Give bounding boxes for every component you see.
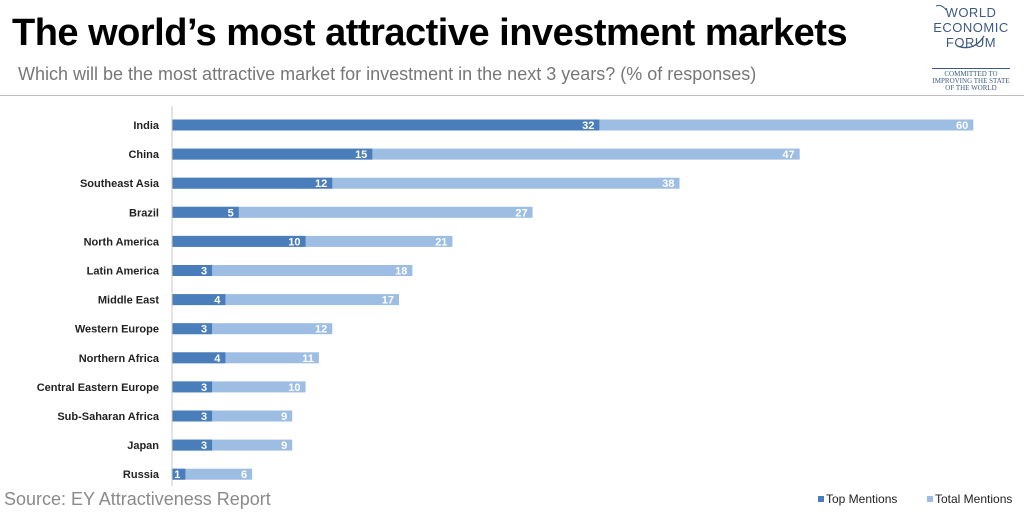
bar-total-mentions-sub-saharan-africa <box>172 410 293 422</box>
category-label-brazil: Brazil <box>129 207 159 219</box>
bar-top-mentions-japan <box>172 439 213 451</box>
data-label-top-mentions-china: 15 <box>355 149 367 161</box>
bar-top-mentions-middle-east <box>172 294 226 306</box>
bar-total-mentions-western-europe <box>172 323 333 335</box>
bar-top-mentions-sub-saharan-africa <box>172 410 213 422</box>
data-label-total-mentions-brazil: 27 <box>515 207 527 219</box>
legend-swatch-total-mentions <box>927 496 933 502</box>
logo-tagline-3: OF THE WORLD <box>945 84 997 92</box>
category-label-western-europe: Western Europe <box>75 324 159 336</box>
data-label-top-mentions-middle-east: 4 <box>214 295 221 307</box>
category-label-japan: Japan <box>127 440 159 452</box>
data-label-top-mentions-southeast-asia: 12 <box>315 178 327 190</box>
legend-swatch-top-mentions <box>818 496 824 502</box>
data-label-total-mentions-middle-east: 17 <box>382 295 394 307</box>
logo-line-2: ECONOMIC <box>933 20 1009 35</box>
data-label-total-mentions-northern-africa: 11 <box>302 353 314 365</box>
bar-top-mentions-northern-africa <box>172 352 226 364</box>
data-label-total-mentions-india: 60 <box>956 120 968 132</box>
header-divider <box>0 95 1024 96</box>
chart-subtitle: Which will be the most attractive market… <box>18 64 757 84</box>
chart-title: The world’s most attractive investment m… <box>12 12 848 54</box>
bar-top-mentions-southeast-asia <box>172 177 333 189</box>
bar-total-mentions-southeast-asia <box>172 177 680 189</box>
bar-total-mentions-japan <box>172 439 293 451</box>
bar-total-mentions-northern-africa <box>172 352 319 364</box>
logo-divider <box>932 68 1010 69</box>
data-label-total-mentions-russia: 6 <box>241 469 247 481</box>
legend-item-top-mentions: Top Mentions <box>818 492 897 506</box>
category-label-china: China <box>128 149 159 161</box>
bar-top-mentions-latin-america <box>172 265 213 276</box>
data-label-total-mentions-southeast-asia: 38 <box>662 178 674 190</box>
logo-line-1: WORLD <box>945 5 997 20</box>
bar-top-mentions-india <box>172 119 600 131</box>
bar-top-mentions-north-america <box>172 235 306 247</box>
category-label-central-eastern-europe: Central Eastern Europe <box>37 382 159 394</box>
logo-line-3: FORUM <box>945 35 997 50</box>
logo-tagline-2: IMPROVING THE STATE <box>932 77 1010 85</box>
category-label-middle-east: Middle East <box>98 295 159 307</box>
data-label-top-mentions-russia: 1 <box>174 469 180 481</box>
data-label-total-mentions-sub-saharan-africa: 9 <box>281 411 287 423</box>
legend-item-total-mentions: Total Mentions <box>927 492 1012 506</box>
bar-total-mentions-russia <box>172 468 253 480</box>
bar-total-mentions-brazil <box>172 206 533 218</box>
bar-top-mentions-russia <box>172 468 186 480</box>
bar-top-mentions-brazil <box>172 206 239 218</box>
data-label-top-mentions-central-eastern-europe: 3 <box>201 382 207 394</box>
data-label-top-mentions-western-europe: 3 <box>201 324 207 336</box>
category-label-northern-africa: Northern Africa <box>79 353 160 365</box>
bar-top-mentions-china <box>172 148 373 160</box>
category-label-sub-saharan-africa: Sub-Saharan Africa <box>57 411 160 423</box>
bar-total-mentions-middle-east <box>172 294 400 306</box>
data-label-top-mentions-sub-saharan-africa: 3 <box>201 411 207 423</box>
bar-top-mentions-central-eastern-europe <box>172 381 213 393</box>
data-label-top-mentions-northern-africa: 4 <box>214 353 221 365</box>
data-label-top-mentions-north-america: 10 <box>288 236 300 248</box>
legend-label-total-mentions: Total Mentions <box>935 492 1013 506</box>
data-label-total-mentions-north-america: 21 <box>435 236 447 248</box>
category-label-north-america: North America <box>84 236 160 248</box>
category-label-southeast-asia: Southeast Asia <box>80 178 160 190</box>
bar-total-mentions-latin-america <box>172 265 413 276</box>
category-label-russia: Russia <box>123 469 160 481</box>
data-label-total-mentions-western-europe: 12 <box>315 324 327 336</box>
data-label-total-mentions-latin-america: 18 <box>395 266 407 278</box>
bar-total-mentions-central-eastern-europe <box>172 381 306 393</box>
source-note: Source: EY Attractiveness Report <box>4 489 271 509</box>
data-label-total-mentions-china: 47 <box>782 149 794 161</box>
data-label-top-mentions-brazil: 5 <box>228 207 234 219</box>
logo-arc-icon <box>935 5 985 49</box>
data-label-total-mentions-central-eastern-europe: 10 <box>288 382 300 394</box>
legend-label-top-mentions: Top Mentions <box>826 492 898 506</box>
data-label-top-mentions-india: 32 <box>582 120 594 132</box>
bar-total-mentions-north-america <box>172 235 453 247</box>
category-label-india: India <box>133 120 160 132</box>
logo-tagline-1: COMMITTED TO <box>944 70 998 78</box>
data-label-total-mentions-japan: 9 <box>281 440 287 452</box>
category-label-latin-america: Latin America <box>87 266 160 278</box>
bar-top-mentions-western-europe <box>172 323 213 335</box>
data-label-top-mentions-japan: 3 <box>201 440 207 452</box>
wef-logo: WORLD ECONOMIC FORUM COMMITTED TO IMPROV… <box>924 2 1018 92</box>
data-label-top-mentions-latin-america: 3 <box>201 266 207 278</box>
bar-total-mentions-china <box>172 148 800 160</box>
